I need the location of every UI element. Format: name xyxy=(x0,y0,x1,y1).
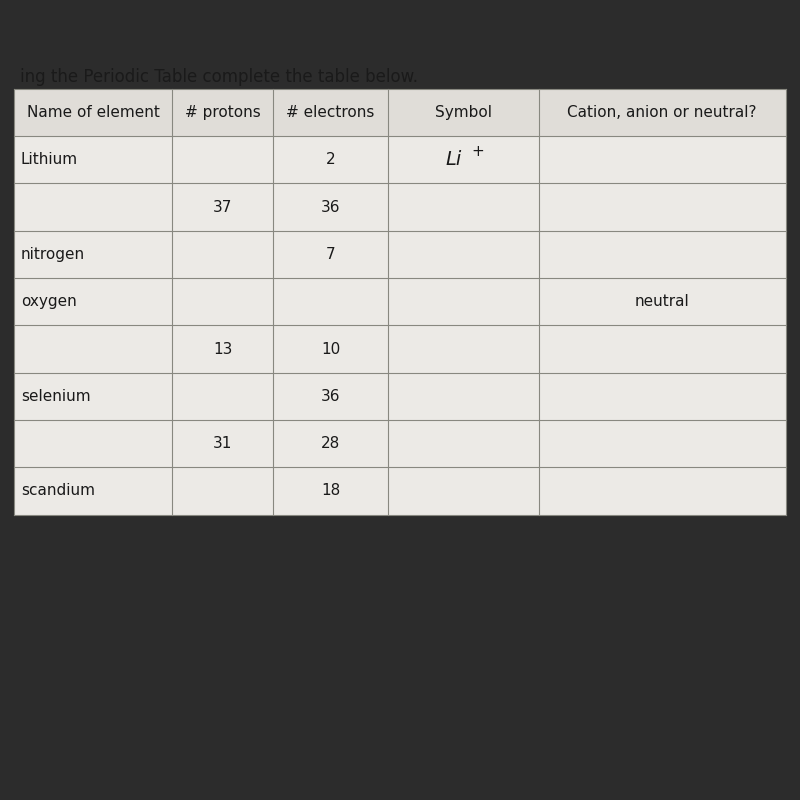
Text: Symbol: Symbol xyxy=(435,105,492,120)
Bar xyxy=(539,420,786,467)
Bar xyxy=(14,278,173,326)
Text: # electrons: # electrons xyxy=(286,105,374,120)
Bar xyxy=(273,136,389,183)
Bar xyxy=(539,183,786,230)
Bar xyxy=(173,373,273,420)
Bar xyxy=(539,326,786,373)
Bar xyxy=(173,89,273,136)
Text: 36: 36 xyxy=(321,199,340,214)
Bar xyxy=(273,278,389,326)
Text: 36: 36 xyxy=(321,389,340,404)
Bar xyxy=(389,467,539,514)
Text: 18: 18 xyxy=(321,483,340,498)
Bar xyxy=(389,278,539,326)
Text: 28: 28 xyxy=(321,436,340,451)
Bar xyxy=(389,136,539,183)
Bar xyxy=(273,373,389,420)
Text: Name of element: Name of element xyxy=(27,105,160,120)
Text: # protons: # protons xyxy=(185,105,261,120)
Bar xyxy=(539,373,786,420)
Bar xyxy=(273,89,389,136)
Bar xyxy=(14,420,173,467)
Bar xyxy=(14,326,173,373)
Text: 31: 31 xyxy=(213,436,232,451)
Bar xyxy=(14,467,173,514)
Bar xyxy=(273,467,389,514)
Bar xyxy=(389,89,539,136)
Text: 10: 10 xyxy=(321,342,340,357)
Text: Li: Li xyxy=(446,150,462,170)
Text: neutral: neutral xyxy=(635,294,690,310)
Bar xyxy=(539,230,786,278)
Bar xyxy=(539,467,786,514)
Bar xyxy=(539,278,786,326)
Bar xyxy=(173,467,273,514)
Bar xyxy=(173,136,273,183)
Bar xyxy=(389,373,539,420)
Bar xyxy=(14,230,173,278)
Bar xyxy=(389,183,539,230)
Bar xyxy=(389,420,539,467)
Bar xyxy=(173,278,273,326)
Bar xyxy=(14,183,173,230)
Text: 7: 7 xyxy=(326,247,335,262)
Bar xyxy=(389,230,539,278)
Bar xyxy=(273,183,389,230)
Bar xyxy=(389,326,539,373)
Bar xyxy=(273,326,389,373)
Text: 37: 37 xyxy=(213,199,232,214)
Text: Cation, anion or neutral?: Cation, anion or neutral? xyxy=(567,105,757,120)
Text: selenium: selenium xyxy=(21,389,90,404)
Text: oxygen: oxygen xyxy=(21,294,77,310)
Bar xyxy=(173,326,273,373)
Text: Lithium: Lithium xyxy=(21,152,78,167)
Text: 2: 2 xyxy=(326,152,335,167)
Bar xyxy=(14,373,173,420)
Text: 13: 13 xyxy=(213,342,232,357)
Text: ing the Periodic Table complete the table below.: ing the Periodic Table complete the tabl… xyxy=(20,68,418,86)
Text: scandium: scandium xyxy=(21,483,94,498)
Bar xyxy=(14,136,173,183)
Bar xyxy=(173,230,273,278)
Bar xyxy=(539,136,786,183)
Bar xyxy=(173,183,273,230)
Bar xyxy=(273,420,389,467)
Bar xyxy=(273,230,389,278)
Text: nitrogen: nitrogen xyxy=(21,247,85,262)
Bar xyxy=(539,89,786,136)
Bar xyxy=(14,89,173,136)
Text: +: + xyxy=(472,144,484,158)
Bar xyxy=(173,420,273,467)
